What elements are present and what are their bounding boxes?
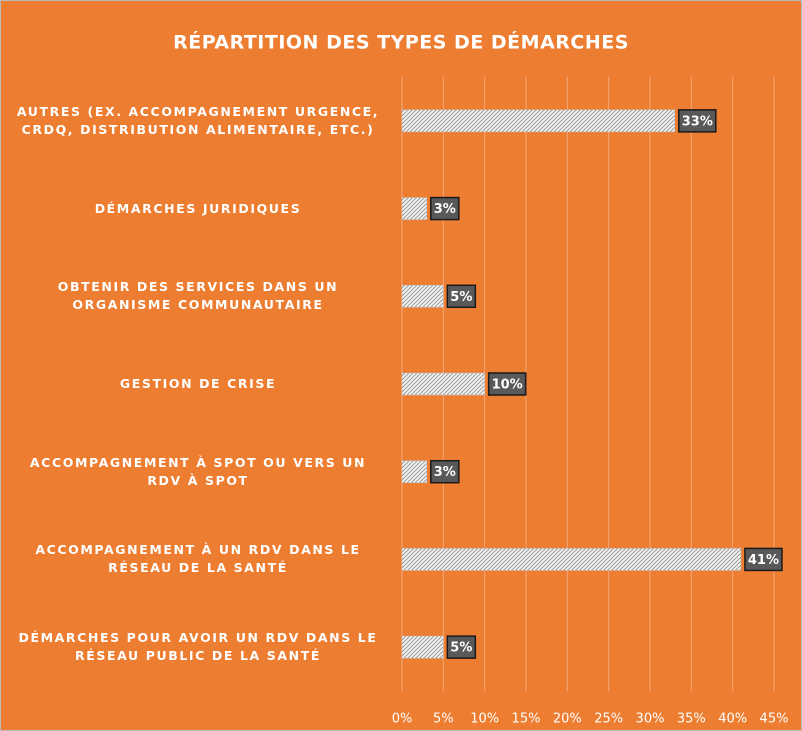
x-tick-label: 10%: [470, 712, 499, 727]
data-label-box: [430, 459, 460, 484]
data-label-box: [744, 547, 783, 572]
bar: [401, 285, 444, 308]
data-label-box: [487, 372, 527, 396]
chart-title: RÉPARTITION DES TYPES DE DÉMARCHES: [173, 31, 629, 54]
y-tick-label: DÉMARCHES POUR AVOIR UN RDV DANS LE RÉSE…: [18, 630, 378, 664]
x-tick-label: 15%: [512, 712, 541, 727]
y-tick-label: OBTENIR DES SERVICES DANS UN ORGANISME C…: [57, 279, 339, 313]
x-tick-label: 45%: [760, 712, 789, 727]
x-tick-label: 40%: [718, 712, 747, 727]
bar: [401, 460, 428, 483]
x-tick-label: 0%: [392, 712, 413, 727]
data-label-box: [678, 109, 717, 133]
data-label-text: 5%: [450, 641, 472, 656]
bar: [401, 197, 428, 220]
bar: [401, 635, 444, 659]
x-tick-label: 35%: [677, 712, 706, 727]
bar: [401, 109, 676, 133]
y-tick-label: GESTION DE CRISE: [119, 376, 277, 391]
y-tick-label: DÉMARCHES JURIDIQUES: [94, 200, 302, 216]
data-label-text: 33%: [682, 114, 713, 129]
data-label-text: 5%: [450, 290, 472, 305]
data-label-box: [430, 196, 460, 221]
data-label-text: 3%: [434, 465, 456, 480]
data-label: 5%: [446, 635, 477, 659]
x-tick-label: 30%: [636, 712, 665, 727]
x-tick-label: 25%: [594, 712, 623, 727]
y-tick-label: AUTRES (EX. ACCOMPAGNEMENT URGENCE, CRDQ…: [16, 103, 380, 137]
data-label-text: 10%: [492, 378, 523, 393]
data-label-text: 3%: [434, 202, 456, 217]
data-label: 3%: [430, 196, 460, 221]
bar: [401, 372, 485, 396]
data-label: 3%: [430, 459, 460, 484]
data-label: 41%: [744, 547, 783, 572]
y-tick-label: ACCOMPAGNEMENT À UN RDV DANS LE RÉSEAU D…: [35, 542, 361, 576]
data-label: 10%: [487, 372, 527, 396]
y-tick-label: ACCOMPAGNEMENT À SPOT OU VERS UN RDV À S…: [29, 454, 367, 488]
x-tick-label: 5%: [433, 712, 454, 727]
data-label: 5%: [446, 284, 477, 309]
x-tick-label: 20%: [553, 712, 582, 727]
bar: [401, 548, 742, 571]
data-label-box: [446, 284, 477, 309]
data-label-box: [446, 635, 477, 659]
data-label: 33%: [678, 109, 717, 133]
data-label-text: 41%: [748, 553, 779, 568]
